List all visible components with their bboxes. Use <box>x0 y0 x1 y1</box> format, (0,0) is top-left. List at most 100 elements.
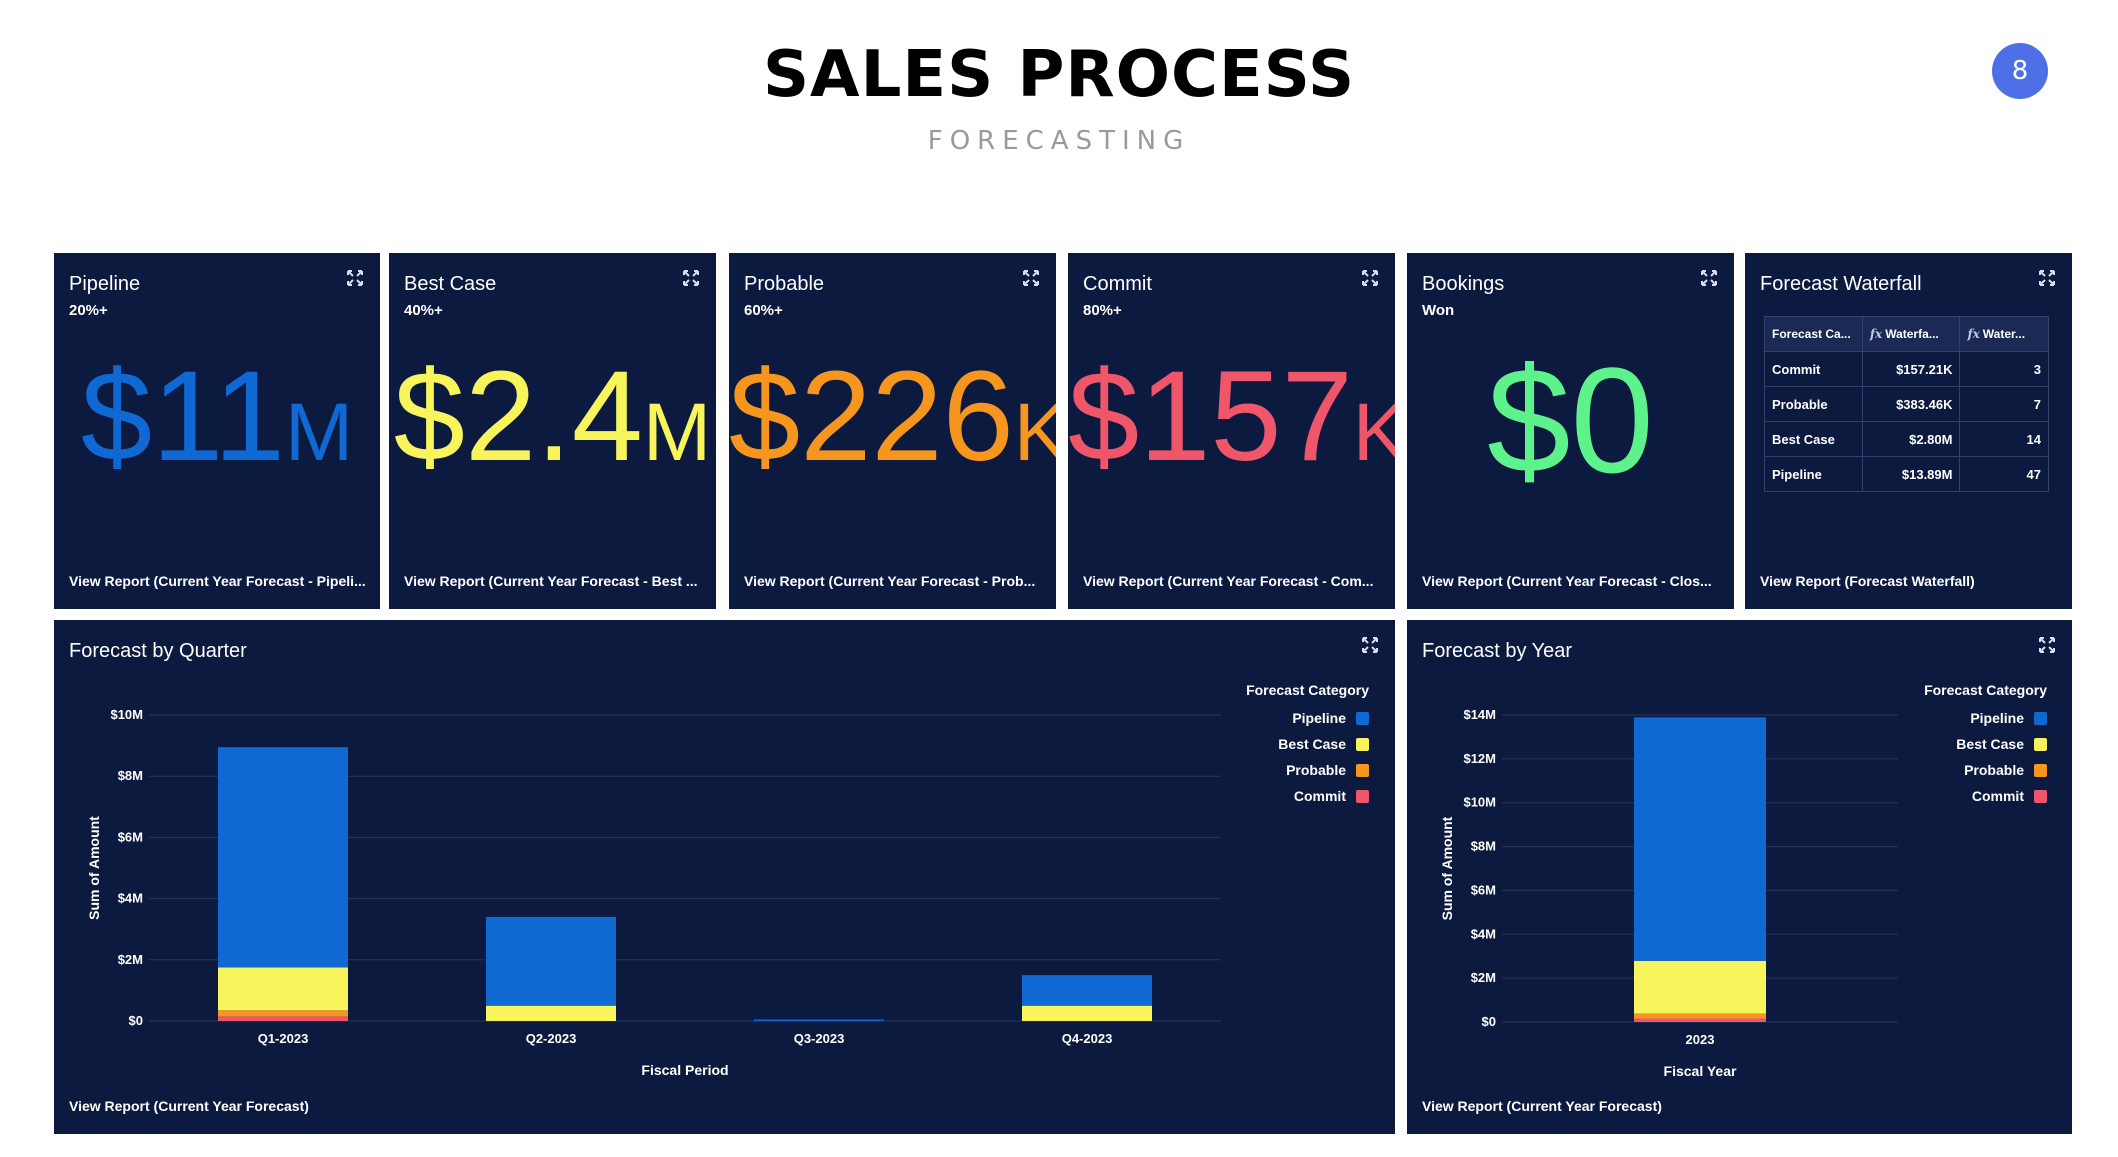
table-row: Pipeline $13.89M 47 <box>1764 456 2049 492</box>
y-axis-title: Sum of Amount <box>86 816 102 920</box>
legend-item-commit[interactable]: Commit <box>1294 788 1369 804</box>
y-tick-label: $4M <box>1471 926 1496 941</box>
cell-count: 14 <box>1959 421 2049 457</box>
table-row: Probable $383.46K 7 <box>1764 386 2049 422</box>
cell-amount: $383.46K <box>1861 386 1961 422</box>
kpi-card-probable: Probable 60%+ $226K View Report (Current… <box>729 253 1056 609</box>
cell-category: Best Case <box>1764 421 1863 457</box>
cell-category: Probable <box>1764 386 1863 422</box>
page-title: SALES PROCESS <box>762 38 1356 112</box>
fx-icon: fx <box>1967 327 1980 341</box>
forecast-waterfall-card: Forecast Waterfall Forecast Ca... fx Wate… <box>1745 253 2072 609</box>
waterfall-table: Forecast Ca... fx Waterfa... fx Water... C… <box>1764 316 2049 492</box>
y-tick-label: $8M <box>118 768 143 783</box>
view-report-link[interactable]: View Report (Current Year Forecast - Pro… <box>744 573 1036 589</box>
card-subtitle: 60%+ <box>744 302 783 319</box>
column-header[interactable]: fx Waterfa... <box>1861 316 1961 352</box>
column-header[interactable]: Forecast Ca... <box>1764 316 1863 352</box>
forecast-by-year-chart: $0 $2M $4M $6M $8M $10M $12M $14M Sum of Amount 2… <box>1439 707 1898 1079</box>
bar-commit <box>218 1016 348 1021</box>
view-report-link[interactable]: View Report (Current Year Forecast) <box>1422 1098 1662 1114</box>
cell-count: 7 <box>1959 386 2049 422</box>
table-row: Commit $157.21K 3 <box>1764 351 2049 387</box>
card-title: Pipeline <box>69 273 141 295</box>
bar-best-case <box>1022 1005 1152 1021</box>
bar-pipeline <box>1634 717 1766 961</box>
expand-icon[interactable] <box>1022 269 1040 287</box>
cell-amount: $2.80M <box>1861 421 1961 457</box>
bar-best-case <box>1634 960 1766 1014</box>
expand-icon[interactable] <box>682 269 700 287</box>
x-tick-label: Q2-2023 <box>526 1031 577 1046</box>
table-row: Best Case $2.80M 14 <box>1764 421 2049 457</box>
view-report-link[interactable]: View Report (Forecast Waterfall) <box>1760 573 1975 589</box>
x-tick-label: Q3-2023 <box>794 1031 845 1046</box>
y-tick-label: $8M <box>1471 839 1496 854</box>
expand-icon[interactable] <box>2038 636 2056 654</box>
legend-item-best-case[interactable]: Best Case <box>1956 736 2047 752</box>
kpi-card-commit: Commit 80%+ $157K View Report (Current Y… <box>1068 253 1395 609</box>
bar-probable <box>218 1010 348 1017</box>
cell-category: Pipeline <box>1764 456 1863 492</box>
view-report-link[interactable]: View Report (Current Year Forecast) <box>69 1098 309 1114</box>
legend-title: Forecast Category <box>1246 682 1369 698</box>
y-tick-label: $0 <box>1482 1014 1496 1029</box>
card-subtitle: 20%+ <box>69 302 108 319</box>
cell-count: 3 <box>1959 351 2049 387</box>
card-subtitle: 40%+ <box>404 302 443 319</box>
chart-title: Forecast by Year <box>1422 640 1573 662</box>
kpi-value: $11M <box>80 345 354 488</box>
card-title: Forecast Waterfall <box>1760 273 1922 295</box>
legend-item-probable[interactable]: Probable <box>1286 762 1369 778</box>
bar-best-case <box>486 1005 616 1021</box>
y-tick-label: $12M <box>1463 751 1496 766</box>
page-subtitle: FORECASTING <box>927 126 1191 156</box>
kpi-value: $2.4M <box>393 345 712 488</box>
y-tick-label: $6M <box>118 829 143 844</box>
legend-item-commit[interactable]: Commit <box>1972 788 2047 804</box>
fx-icon: fx <box>1869 327 1883 341</box>
bar-best-case <box>218 967 348 1011</box>
card-title: Probable <box>744 273 825 295</box>
expand-icon[interactable] <box>1700 269 1718 287</box>
y-tick-label: $2M <box>118 952 143 967</box>
x-tick-label: Q1-2023 <box>258 1031 309 1046</box>
kpi-card-best-case: Best Case 40%+ $2.4M View Report (Curren… <box>389 253 716 609</box>
card-subtitle: 80%+ <box>1083 302 1122 319</box>
view-report-link[interactable]: View Report (Current Year Forecast - Clo… <box>1422 573 1712 589</box>
y-tick-label: $0 <box>129 1013 143 1028</box>
y-tick-label: $4M <box>118 891 143 906</box>
expand-icon[interactable] <box>1361 269 1379 287</box>
x-tick-label: 2023 <box>1686 1032 1715 1047</box>
bar-pipeline <box>486 916 616 1006</box>
cell-amount: $157.21K <box>1861 351 1961 387</box>
cell-amount: $13.89M <box>1861 456 1961 492</box>
expand-icon[interactable] <box>346 269 364 287</box>
view-report-link[interactable]: View Report (Current Year Forecast - Com… <box>1083 573 1374 589</box>
forecast-by-quarter-card: Forecast by Quarter $0 $2M $4M $6M $8M $10M Su… <box>54 620 1395 1134</box>
expand-icon[interactable] <box>1361 636 1379 654</box>
x-axis-title: Fiscal Year <box>1664 1063 1737 1079</box>
cell-category: Commit <box>1764 351 1863 387</box>
legend-item-probable[interactable]: Probable <box>1964 762 2047 778</box>
legend-item-best-case[interactable]: Best Case <box>1278 736 1369 752</box>
bar-pipeline <box>218 747 348 968</box>
bar-probable <box>1634 1013 1766 1019</box>
legend-title: Forecast Category <box>1924 682 2047 698</box>
column-header[interactable]: fx Water... <box>1959 316 2049 352</box>
forecast-by-year-card: Forecast by Year $0 $2M $4M $6M $8M $10M $12M $… <box>1407 620 2072 1134</box>
legend-item-pipeline[interactable]: Pipeline <box>1970 710 2047 726</box>
cell-count: 47 <box>1959 456 2049 492</box>
y-tick-label: $14M <box>1463 707 1496 722</box>
card-subtitle: Won <box>1422 302 1455 319</box>
bar-pipeline <box>754 1019 884 1021</box>
y-tick-label: $2M <box>1471 970 1496 985</box>
bar-commit <box>1634 1018 1766 1022</box>
legend-item-pipeline[interactable]: Pipeline <box>1292 710 1369 726</box>
view-report-link[interactable]: View Report (Current Year Forecast - Bes… <box>404 573 698 589</box>
view-report-link[interactable]: View Report (Current Year Forecast - Pip… <box>69 573 366 589</box>
page-number-badge: 8 <box>1992 43 2048 99</box>
kpi-card-bookings: Bookings Won $0 View Report (Current Yea… <box>1407 253 1734 609</box>
expand-icon[interactable] <box>2038 269 2056 287</box>
x-axis-title: Fiscal Period <box>641 1062 728 1078</box>
